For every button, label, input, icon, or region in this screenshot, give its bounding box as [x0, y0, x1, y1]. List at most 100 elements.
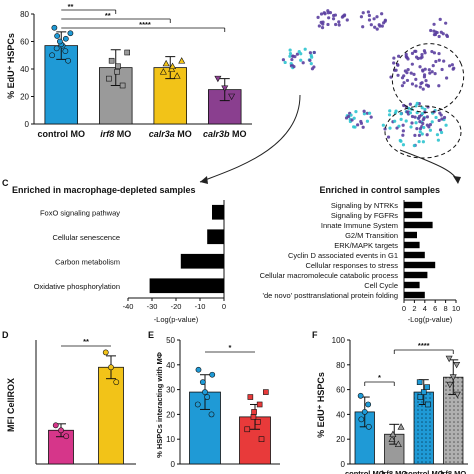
- category-label: Cellular responses to stress: [305, 261, 398, 270]
- x-tick-label: 0: [222, 302, 226, 311]
- y-tick-label: 20: [336, 435, 345, 444]
- significance-label: ****: [139, 20, 151, 29]
- umap-point: [288, 48, 292, 52]
- umap-point: [380, 24, 384, 28]
- data-point: [119, 82, 126, 89]
- umap-point: [405, 78, 410, 83]
- panel-e-ylabel: % HSPCs interacting with MΦ: [155, 352, 164, 458]
- data-point: [108, 57, 115, 64]
- panel-c-right-xlabel: -Log(p-value): [408, 315, 453, 324]
- data-point: [221, 85, 229, 92]
- umap-point: [406, 68, 410, 72]
- y-tick-label: 40: [166, 361, 175, 370]
- umap-point: [425, 115, 430, 119]
- x-tick-label: -30: [147, 302, 158, 311]
- umap-point: [410, 114, 415, 119]
- umap-point: [326, 22, 330, 27]
- umap-point: [388, 109, 392, 113]
- data-point: [209, 371, 216, 378]
- y-tick-label: 100: [332, 336, 346, 345]
- data-point: [62, 48, 69, 55]
- umap-point: [414, 49, 418, 53]
- umap-point: [361, 25, 365, 29]
- umap-point: [309, 61, 313, 66]
- bar-2: [180, 253, 224, 269]
- data-point: [114, 68, 120, 75]
- panel-d-letter: D: [2, 330, 9, 340]
- umap-point: [361, 11, 365, 15]
- bar-1: [404, 211, 423, 219]
- umap-point: [432, 33, 437, 37]
- umap-point: [387, 113, 392, 117]
- umap-point: [395, 126, 399, 130]
- y-tick-label: 60: [20, 38, 29, 47]
- bar-1: [98, 366, 124, 465]
- significance-label: **: [68, 2, 74, 11]
- bar-7: [404, 271, 428, 279]
- umap-point: [320, 26, 325, 30]
- bar-0: [212, 204, 224, 220]
- umap-point: [340, 15, 345, 19]
- data-point: [204, 394, 211, 400]
- panel-a-bar-chart: % EdU⁺ HSPCs 0 20 40 60 80 control MO irf8 MO c…: [6, 2, 252, 139]
- umap-point: [367, 13, 371, 18]
- umap-point: [412, 72, 416, 76]
- bar-3: [149, 278, 224, 294]
- data-point: [108, 364, 114, 371]
- umap-point: [418, 65, 422, 69]
- umap-point: [396, 63, 400, 67]
- umap-point: [295, 52, 299, 56]
- umap-point: [401, 133, 405, 137]
- umap-point: [399, 117, 403, 121]
- umap-point: [430, 49, 434, 54]
- umap-point: [421, 140, 425, 144]
- data-point: [159, 68, 167, 75]
- data-point: [394, 440, 402, 447]
- umap-point: [432, 22, 436, 26]
- umap-point: [380, 12, 384, 16]
- data-point: [244, 426, 251, 433]
- umap-point: [369, 23, 373, 27]
- category-label: G2/M Transition: [345, 231, 398, 240]
- umap-point: [434, 59, 438, 64]
- umap-point: [283, 60, 287, 65]
- umap-point: [378, 24, 382, 28]
- umap-point: [435, 133, 440, 137]
- umap-point: [303, 47, 307, 51]
- umap-point: [413, 115, 417, 119]
- umap-point: [437, 51, 441, 56]
- umap-point: [365, 119, 370, 123]
- umap-point: [430, 120, 434, 124]
- data-point: [258, 436, 265, 443]
- umap-point: [452, 66, 456, 70]
- significance-label: **: [83, 337, 89, 346]
- data-point: [256, 401, 263, 408]
- umap-point: [308, 51, 312, 55]
- category-label: calr3a MO: [149, 129, 192, 139]
- data-point: [397, 423, 405, 430]
- connector-arrowhead-left: [200, 176, 208, 184]
- category-label: FoxO signaling pathway: [40, 208, 120, 217]
- umap-point: [375, 15, 379, 19]
- umap-point: [408, 111, 413, 115]
- umap-point: [427, 68, 431, 72]
- data-point: [173, 72, 181, 79]
- data-point: [208, 411, 215, 418]
- data-point: [263, 389, 269, 395]
- panel-c-left-title: Enriched in macrophage-depleted samples: [12, 185, 196, 195]
- umap-point: [367, 111, 372, 115]
- umap-point: [414, 55, 419, 59]
- y-tick-label: 0: [341, 460, 346, 469]
- umap-point: [442, 59, 446, 63]
- umap-point: [352, 116, 356, 120]
- significance-label: *: [378, 373, 381, 382]
- umap-point: [423, 51, 427, 55]
- umap-point: [421, 68, 425, 72]
- y-tick-label: 40: [20, 65, 29, 74]
- panel-c-right-title: Enriched in control samples: [319, 185, 440, 195]
- umap-point: [316, 15, 320, 19]
- bar-0: [404, 201, 423, 209]
- data-point: [420, 389, 427, 395]
- umap-point: [393, 119, 397, 123]
- category-label: control MO: [38, 129, 86, 139]
